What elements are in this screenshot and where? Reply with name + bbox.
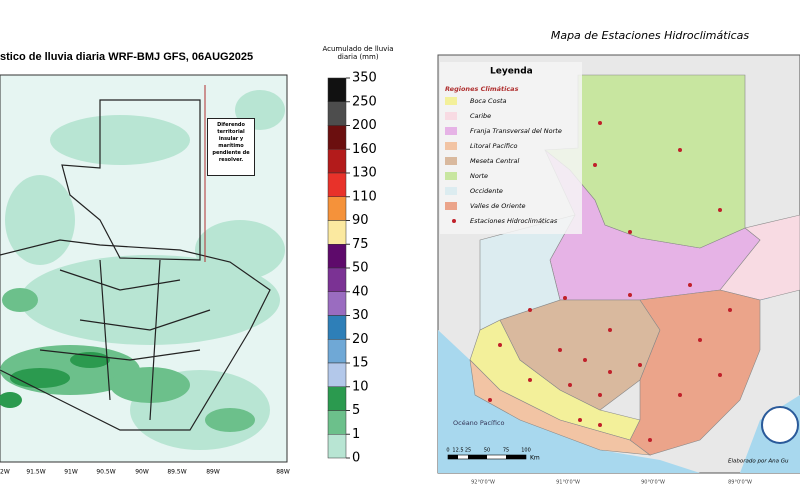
borders xyxy=(0,99,271,431)
longitude-label: 91°0'0"W xyxy=(556,480,580,486)
longitude-label: 90°0'0"W xyxy=(641,480,665,486)
colorbar-title-box: Acumulado de lluvia diaria (mm) xyxy=(322,45,394,61)
colorbar-label: 30 xyxy=(352,308,369,323)
rain-map-title: stico de lluvia diaria WRF-BMJ GFS, 06AU… xyxy=(0,51,253,63)
colorbar-segment xyxy=(327,172,347,197)
colorbar-segment xyxy=(327,125,347,150)
regions xyxy=(469,74,800,456)
legend-label: Valles de Oriente xyxy=(470,202,526,210)
colorbar-segment xyxy=(327,315,347,340)
longitude-axis: 92°0'0"W 91°0'0"W 90°0'0"W 89°0'0"W xyxy=(471,480,752,486)
credit: Elaborado por Ana Gu xyxy=(728,459,789,465)
scale-label: 25 xyxy=(465,448,471,454)
colorbar-label: 160 xyxy=(352,142,377,157)
colorbar-label: 200 xyxy=(352,118,377,133)
legend-label: Boca Costa xyxy=(470,97,507,105)
station-map-title: Mapa de Estaciones Hidroclimáticas xyxy=(551,29,750,42)
scale-label: 12.5 xyxy=(452,448,463,454)
colorbar-label: 20 xyxy=(352,332,369,347)
scale-bar-block xyxy=(468,455,487,459)
legend-label: Norte xyxy=(470,172,488,180)
colorbar-segment xyxy=(327,291,347,316)
legend-swatch xyxy=(445,112,457,120)
ocean-label: Océano Pacífico xyxy=(453,419,504,427)
legend-box xyxy=(440,62,582,234)
ocean xyxy=(438,330,700,473)
legend-label: Litoral Pacífico xyxy=(470,142,518,150)
colorbar-segment xyxy=(327,220,347,245)
legend-label: Franja Transversal del Norte xyxy=(470,127,562,135)
note-box: Diferendo territorial insular y marítimo… xyxy=(207,118,255,176)
longitude-label: 88W xyxy=(276,469,290,476)
colorbar-label: 350 xyxy=(352,71,377,86)
colorbar-label: 110 xyxy=(352,189,377,204)
scale-bar-block xyxy=(506,455,526,459)
colorbar-title: Acumulado de lluvia diaria (mm) xyxy=(322,45,394,61)
colorbar-segment xyxy=(327,196,347,221)
colorbar-label: 15 xyxy=(352,356,369,371)
colorbar-segment xyxy=(327,410,347,435)
colorbar-label: 5 xyxy=(352,403,360,418)
logo xyxy=(761,406,799,444)
longitude-label: 92W xyxy=(0,469,10,476)
longitude-axis: 92W 91.5W 91W 90.5W 90W 89.5W 89W 88W xyxy=(0,469,290,476)
stations xyxy=(488,121,732,442)
longitude-label: 89°0'0"W xyxy=(728,480,752,486)
colorbar-label: 10 xyxy=(352,379,369,394)
colorbar-segment xyxy=(327,434,347,459)
station-map: Leyenda Regiones Climáticas Boca Costa Ca… xyxy=(437,54,800,474)
legend-label: Occidente xyxy=(470,187,503,195)
longitude-label: 89.5W xyxy=(167,469,186,476)
longitude-label: 90.5W xyxy=(96,469,115,476)
longitude-label: 91.5W xyxy=(26,469,45,476)
legend-station-dot xyxy=(452,219,456,223)
scale-label: 100 xyxy=(521,448,531,454)
colorbar-segment xyxy=(327,149,347,174)
legend-swatch xyxy=(445,172,457,180)
legend-title: Leyenda xyxy=(490,67,533,77)
longitude-label: 89W xyxy=(206,469,220,476)
legend-swatch xyxy=(445,127,457,135)
rain-map: Diferendo territorial insular y marítimo… xyxy=(0,74,288,463)
legend-swatch xyxy=(445,142,457,150)
note: Diferendo territorial insular y marítimo… xyxy=(207,118,255,176)
colorbar-segment xyxy=(327,267,347,292)
scale-bar-block xyxy=(448,455,458,459)
legend-swatch xyxy=(445,187,457,195)
legend-subtitle: Regiones Climáticas xyxy=(445,85,519,93)
region xyxy=(629,289,761,456)
colorbar-label: 0 xyxy=(352,451,360,466)
legend: Boca Costa Caribe Franja Transversal del N… xyxy=(445,97,562,225)
legend-label: Caribe xyxy=(470,112,491,120)
colorbar-segment xyxy=(327,101,347,126)
scale-label: 0 xyxy=(446,448,449,454)
colorbar-segment xyxy=(327,77,347,102)
longitude-label: 90W xyxy=(135,469,149,476)
legend-swatch xyxy=(445,97,457,105)
colorbar-label: 130 xyxy=(352,166,377,181)
colorbar-segment xyxy=(327,386,347,411)
colorbar-label: 250 xyxy=(352,94,377,109)
colorbar-label: 50 xyxy=(352,261,369,276)
scale-label: 50 xyxy=(484,448,490,454)
scale-unit: Km xyxy=(530,455,540,462)
colorbar-segment xyxy=(327,362,347,387)
legend-label: Meseta Central xyxy=(470,157,519,165)
longitude-label: 91W xyxy=(64,469,78,476)
colorbar-label: 40 xyxy=(352,284,369,299)
scale-label: 75 xyxy=(503,448,509,454)
legend-swatch xyxy=(445,157,457,165)
colorbar-segment xyxy=(327,339,347,364)
colorbar-label: 75 xyxy=(352,237,369,252)
colorbar-segment xyxy=(327,244,347,269)
colorbar-label: 1 xyxy=(352,427,360,442)
colorbar-label: 90 xyxy=(352,213,369,228)
longitude-label: 92°0'0"W xyxy=(471,480,495,486)
legend-label: Estaciones Hidroclimáticas xyxy=(470,217,558,225)
legend-swatch xyxy=(445,202,457,210)
